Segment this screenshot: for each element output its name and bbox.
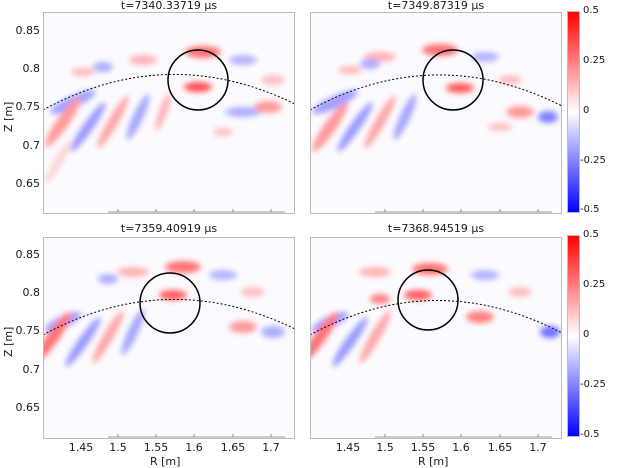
heatmap-panel-4: [310, 237, 562, 439]
panel-title-3: t=7359.40919 µs: [120, 222, 218, 235]
heatmap-panel-2: [310, 12, 562, 214]
y-tick: 0.8: [22, 62, 41, 75]
x-tick: 1.6: [452, 441, 470, 454]
x-tick: 1.55: [410, 441, 436, 454]
x-axis-label: R [m]: [150, 455, 181, 468]
colorbar-tick: -0.5: [580, 429, 600, 440]
x-tick: 1.5: [376, 441, 394, 454]
highlight-circle: [139, 272, 201, 334]
y-tick: 0.7: [22, 363, 41, 376]
x-tick: 1.45: [335, 441, 361, 454]
heatmap-plot: [43, 12, 295, 214]
colorbar-tick: -0.25: [580, 155, 606, 166]
y-axis-label: Z [m]: [2, 101, 15, 132]
x-tick: 1.7: [262, 441, 280, 454]
x-tick: 1.55: [143, 441, 169, 454]
panel-title-1: t=7340.33719 µs: [120, 0, 218, 12]
colorbar-tick: 0.5: [583, 229, 599, 240]
highlight-circle: [422, 49, 484, 111]
highlight-circle: [397, 269, 459, 331]
y-tick: 0.75: [15, 100, 41, 113]
x-tick: 1.45: [68, 441, 94, 454]
colorbar-tick: 0: [583, 105, 590, 116]
x-axis-label: R [m]: [418, 455, 449, 468]
y-tick: 0.85: [15, 24, 41, 37]
heatmap-panel-1: [43, 12, 295, 214]
colorbar-top: [567, 11, 580, 213]
y-tick: 0.65: [15, 177, 41, 190]
y-tick: 0.75: [15, 324, 41, 337]
colorbar-tick: 0.25: [583, 55, 606, 66]
highlight-circle: [167, 49, 229, 111]
heatmap-panel-3: [43, 237, 295, 439]
colorbar-tick: 0.25: [583, 279, 606, 290]
x-tick: 1.6: [185, 441, 203, 454]
heatmap-plot: [43, 237, 295, 439]
panel-title-2: t=7349.87319 µs: [387, 0, 485, 12]
y-tick: 0.8: [22, 286, 41, 299]
x-tick: 1.5: [109, 441, 127, 454]
colorbar-tick: -0.5: [580, 204, 600, 215]
y-tick: 0.65: [15, 401, 41, 414]
x-tick: 1.7: [529, 441, 547, 454]
colorbar-tick: -0.25: [580, 379, 606, 390]
y-tick: 0.7: [22, 139, 41, 152]
panel-title-4: t=7368.94519 µs: [387, 222, 485, 235]
heatmap-plot: [310, 237, 562, 439]
colorbar-tick: 0.5: [583, 5, 599, 16]
colorbar-tick: 0: [583, 329, 590, 340]
x-tick: 1.65: [487, 441, 513, 454]
x-tick: 1.65: [220, 441, 246, 454]
y-axis-label: Z [m]: [2, 326, 15, 357]
y-tick: 0.85: [15, 248, 41, 261]
colorbar-bottom: [567, 235, 580, 437]
heatmap-plot: [310, 12, 562, 214]
